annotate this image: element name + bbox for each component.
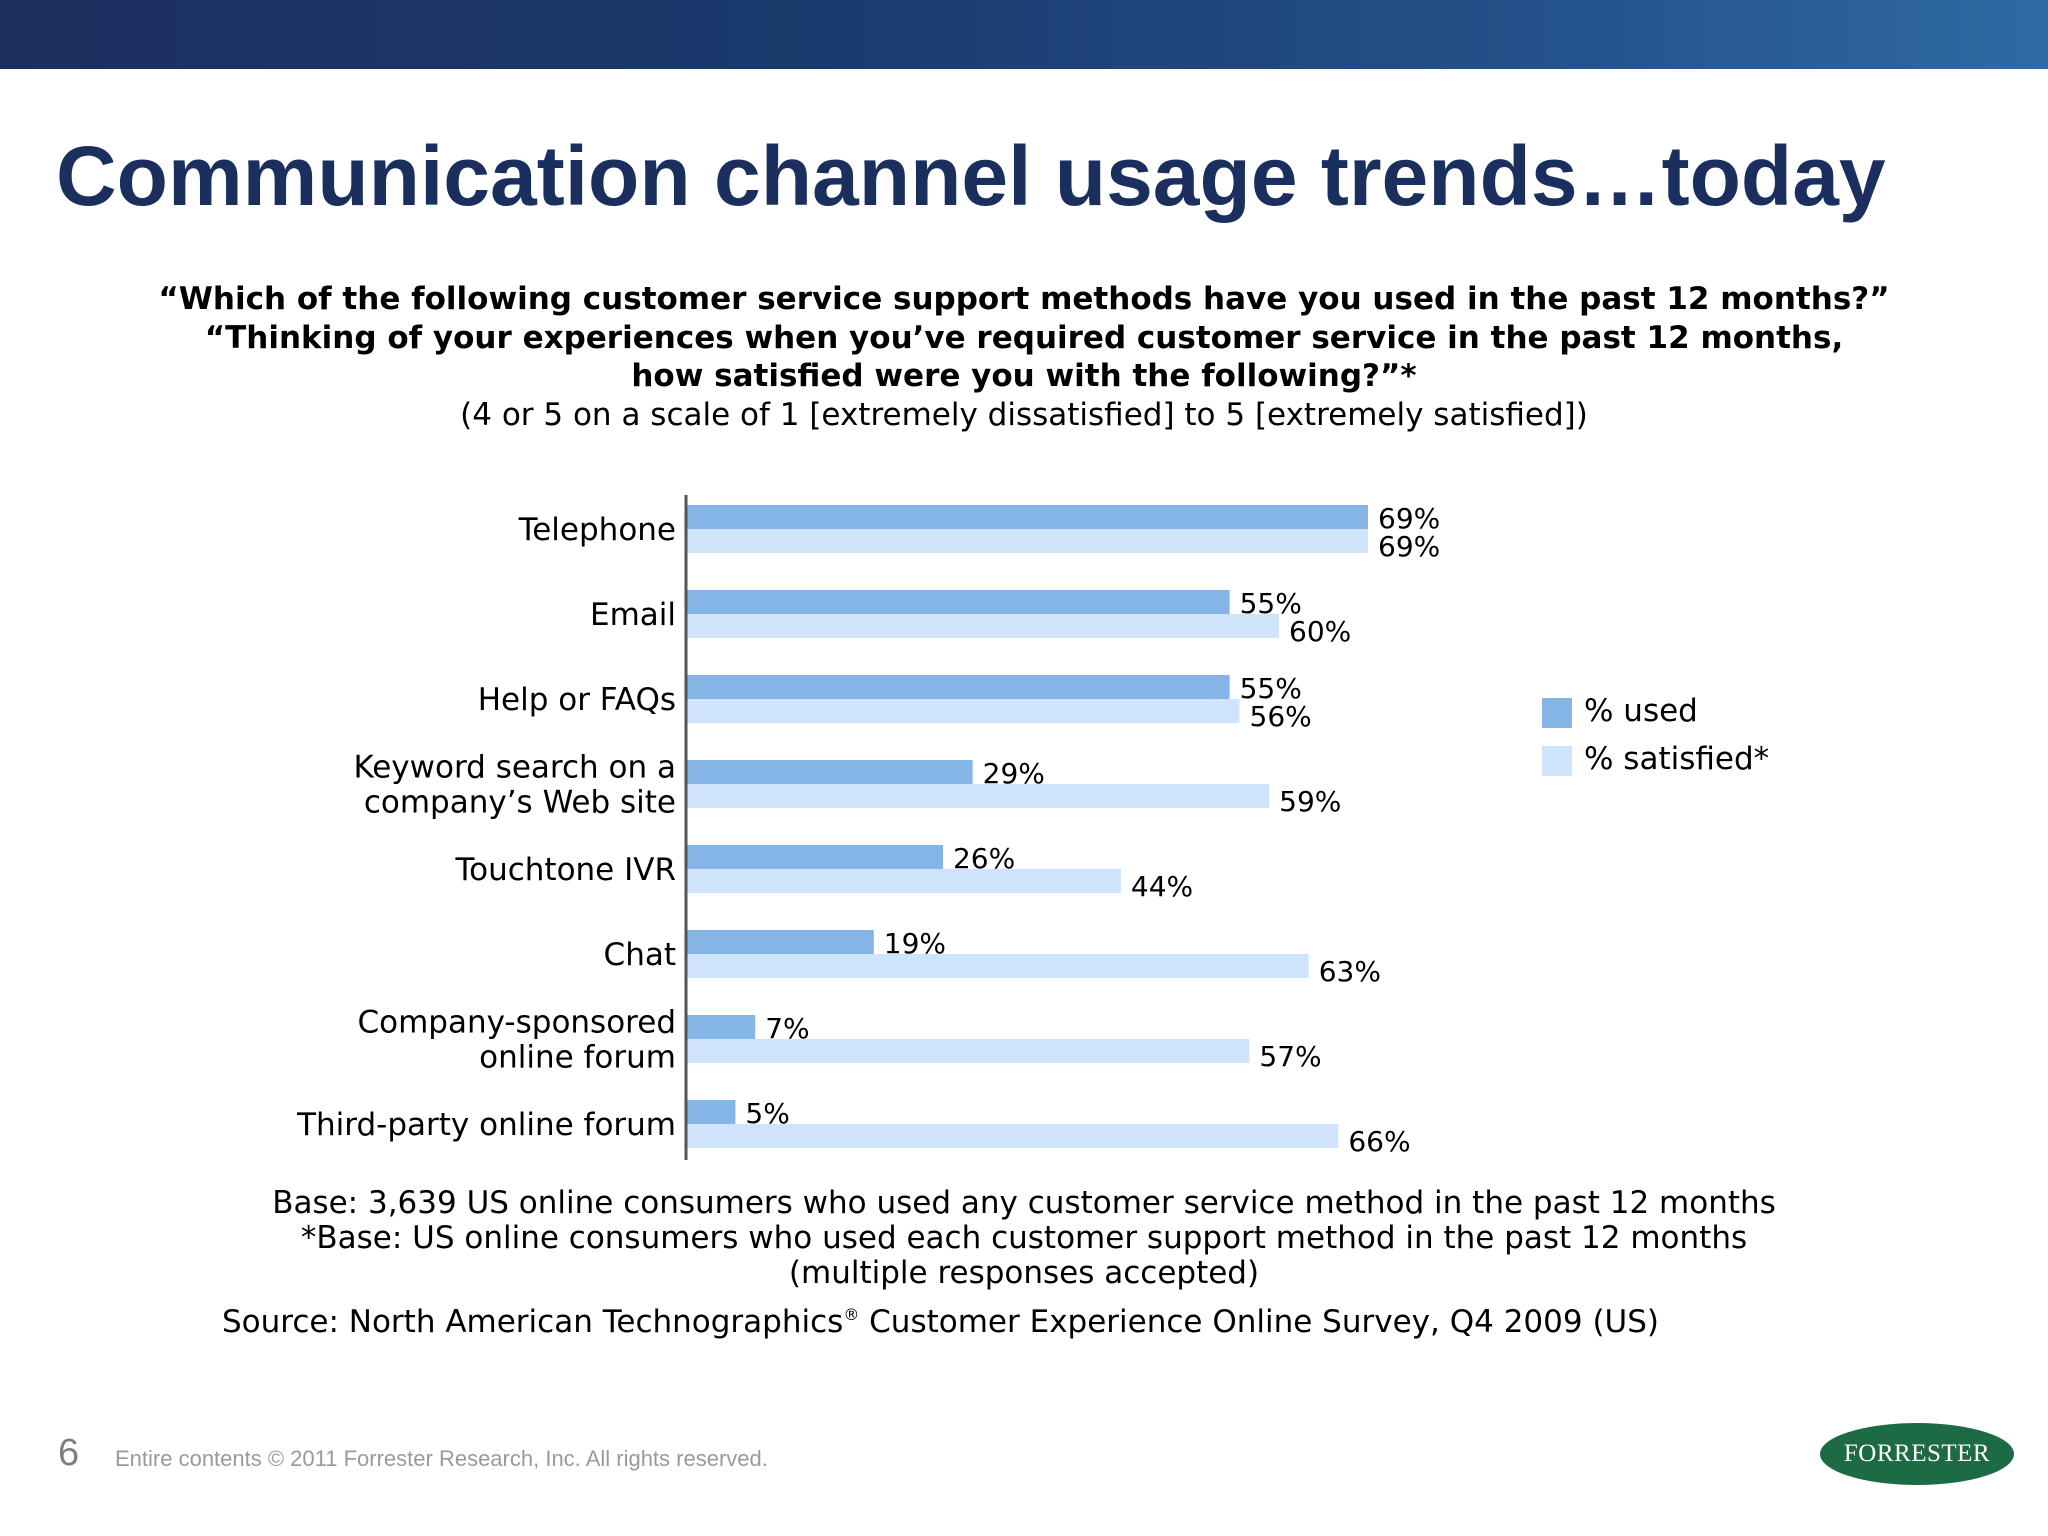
bar-satisfied xyxy=(686,1124,1339,1148)
bar-used xyxy=(686,675,1230,699)
source-text-2: Customer Experience Online Survey, Q4 20… xyxy=(859,1304,1660,1340)
category-label: Keyword search on a xyxy=(353,750,676,786)
data-label-satisfied: 66% xyxy=(1348,1125,1410,1158)
legend-label-satisfied: % satisfied* xyxy=(1584,741,1770,777)
base-note-3: (multiple responses accepted) xyxy=(788,1255,1260,1291)
bar-used xyxy=(686,845,943,869)
base-note-2: *Base: US online consumers who used each… xyxy=(300,1220,1748,1256)
data-label-satisfied: 57% xyxy=(1259,1040,1321,1073)
logo-text: FORRESTER xyxy=(1843,1440,1991,1467)
bar-used xyxy=(686,505,1368,529)
bar-satisfied xyxy=(686,699,1240,723)
bar-satisfied xyxy=(686,869,1121,893)
bar-used xyxy=(686,1100,736,1124)
data-label-satisfied: 59% xyxy=(1279,785,1341,818)
category-label: Chat xyxy=(604,937,676,973)
category-label: Touchtone IVR xyxy=(454,852,676,888)
bar-satisfied xyxy=(686,784,1270,808)
category-label: Help or FAQs xyxy=(478,682,676,718)
category-label: company’s Web site xyxy=(364,785,676,821)
copyright-footer: Entire contents © 2011 Forrester Researc… xyxy=(115,1446,768,1471)
legend-swatch-used xyxy=(1542,698,1572,728)
legend-swatch-satisfied xyxy=(1542,746,1572,776)
registered-mark: ® xyxy=(843,1305,860,1324)
bar-used xyxy=(686,590,1230,614)
legend-label-used: % used xyxy=(1584,693,1698,729)
category-label: Email xyxy=(590,597,676,633)
category-label: Third-party online forum xyxy=(296,1107,676,1143)
header-band xyxy=(0,0,2048,69)
bar-satisfied xyxy=(686,954,1309,978)
base-note-1: Base: 3,639 US online consumers who used… xyxy=(272,1185,1776,1221)
data-label-satisfied: 69% xyxy=(1378,530,1440,563)
bar-used xyxy=(686,930,874,954)
data-label-satisfied: 63% xyxy=(1319,955,1381,988)
data-label-used: 55% xyxy=(1240,672,1302,705)
data-label-used: 69% xyxy=(1378,502,1440,535)
question-line-1: “Which of the following customer service… xyxy=(158,281,1890,317)
category-label: online forum xyxy=(479,1040,676,1076)
question-line-3: how satisfied were you with the followin… xyxy=(631,358,1417,394)
question-scale-note: (4 or 5 on a scale of 1 [extremely dissa… xyxy=(460,397,1588,433)
bar-chart: Telephone 69%69%Email 55%60%Help or FAQs 55… xyxy=(296,495,1440,1160)
question-line-2: “Thinking of your experiences when you’v… xyxy=(204,320,1844,356)
data-label-satisfied: 60% xyxy=(1289,615,1351,648)
bar-satisfied xyxy=(686,1039,1250,1063)
category-label: Company-sponsored xyxy=(358,1005,677,1041)
page-number: 6 xyxy=(58,1432,80,1474)
bar-satisfied xyxy=(686,529,1368,553)
slide-title: Communication channel usage trends…today xyxy=(56,129,1886,223)
source-note: Source: North American Technographics® C… xyxy=(222,1304,1659,1340)
data-label-satisfied: 56% xyxy=(1250,700,1312,733)
data-label-satisfied: 44% xyxy=(1131,870,1193,903)
bar-used xyxy=(686,1015,756,1039)
bar-satisfied xyxy=(686,614,1280,638)
bar-used xyxy=(686,760,973,784)
source-text-1: Source: North American Technographics xyxy=(222,1304,844,1340)
category-label: Telephone xyxy=(518,512,676,548)
forrester-logo: FORRESTER xyxy=(1820,1423,2014,1485)
